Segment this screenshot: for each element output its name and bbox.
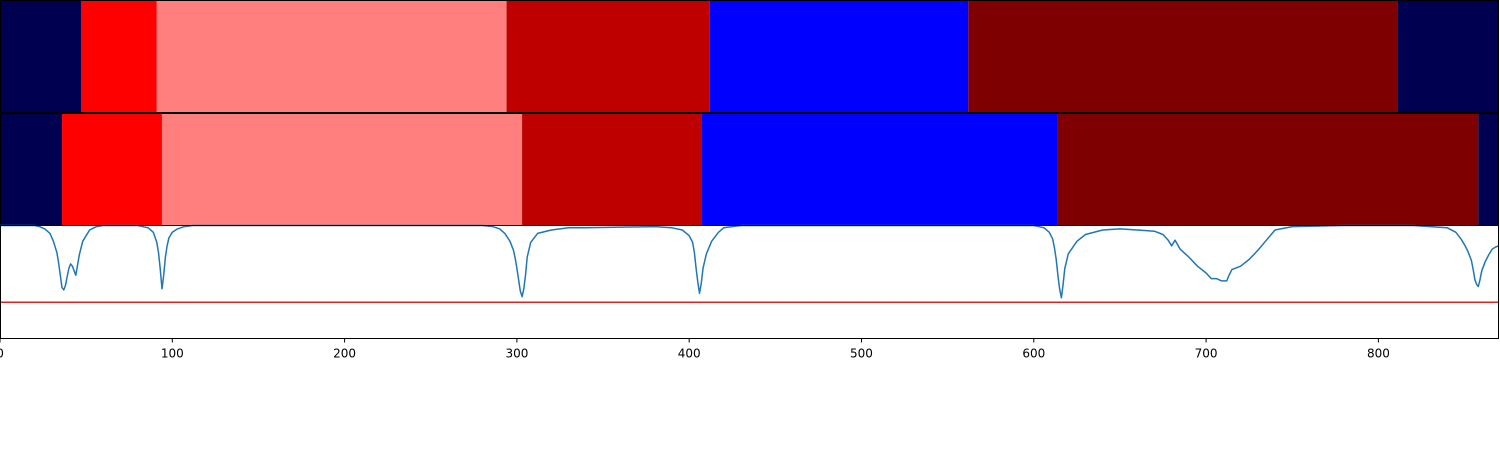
segment-0-0 xyxy=(0,0,81,113)
x-tick-label-0: 0 xyxy=(0,347,4,361)
segment-1-4 xyxy=(701,113,1058,226)
x-axis: 0 100 200 300 400 500 600 700 800 xyxy=(0,338,1390,361)
x-tick-label-5: 500 xyxy=(850,347,873,361)
segment-1-5 xyxy=(1057,113,1479,226)
x-tick-label-2: 200 xyxy=(333,347,356,361)
segment-0-3 xyxy=(506,0,710,113)
x-tick-label-1: 100 xyxy=(161,347,184,361)
x-tick-label-4: 400 xyxy=(678,347,701,361)
x-tick-label-7: 700 xyxy=(1195,347,1218,361)
segment-1-0 xyxy=(0,113,63,226)
segment-0-1 xyxy=(80,0,157,113)
segment-1-1 xyxy=(62,113,162,226)
line-panel-background xyxy=(0,225,1499,339)
signal-line-panel xyxy=(0,224,1500,339)
x-tick-label-3: 300 xyxy=(505,347,528,361)
segment-0-5 xyxy=(968,0,1398,113)
panel-frame-0 xyxy=(0,0,1499,113)
x-tick-label-8: 800 xyxy=(1367,347,1390,361)
x-tick-label-6: 600 xyxy=(1022,347,1045,361)
segment-1-6 xyxy=(1478,113,1499,226)
segment-bar-middle xyxy=(0,113,1499,226)
segment-0-2 xyxy=(156,0,507,113)
segment-bar-top xyxy=(0,0,1499,113)
segment-1-2 xyxy=(161,113,523,226)
segment-0-6 xyxy=(1397,0,1499,113)
segment-0-4 xyxy=(709,0,969,113)
panel-frame-2 xyxy=(0,225,1499,339)
segment-1-3 xyxy=(522,113,702,226)
